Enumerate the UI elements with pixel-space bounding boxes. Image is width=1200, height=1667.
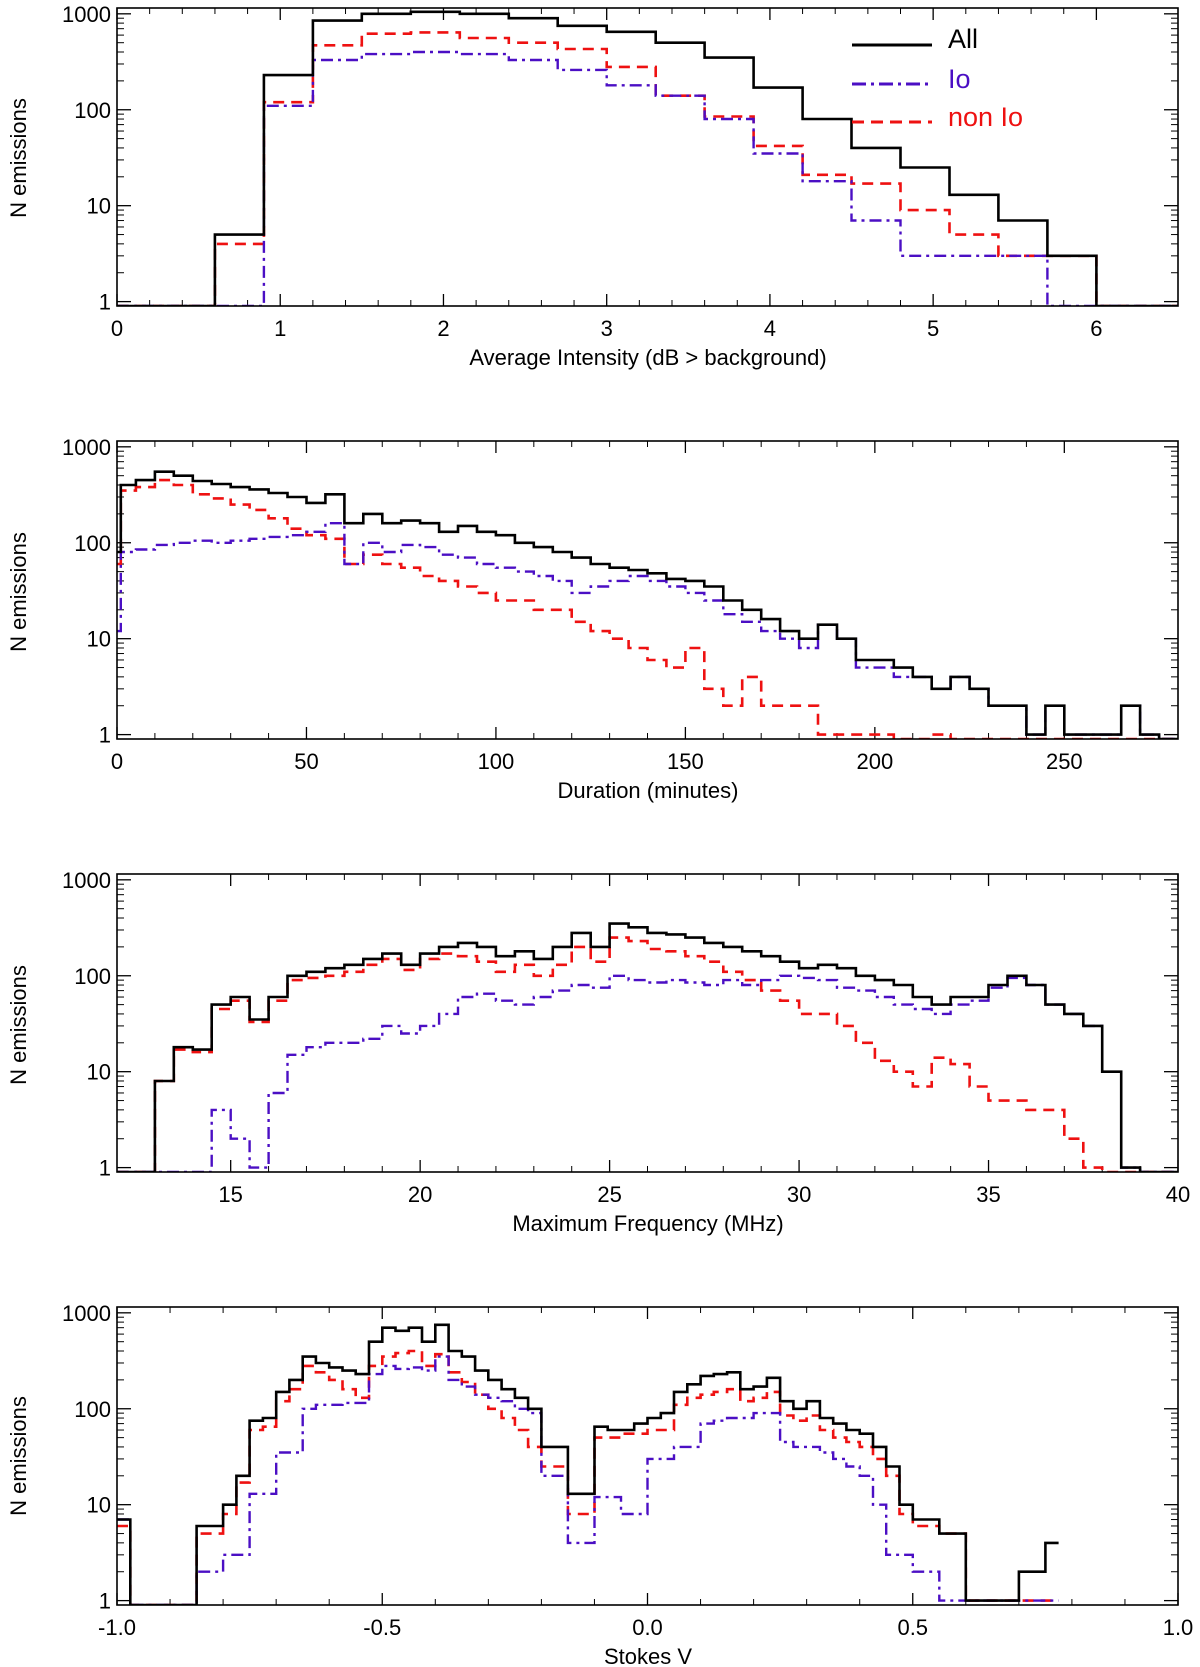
plot-frame [116, 7, 1179, 307]
y-tick-label: 1000 [62, 435, 111, 460]
x-tick-label: 250 [1046, 749, 1083, 774]
series-all-line [117, 922, 1178, 1172]
x-tick-label: 0.0 [632, 1615, 663, 1640]
plot-frame [116, 440, 1179, 740]
x-tick-label: 150 [667, 749, 704, 774]
x-tick-label: 40 [1166, 1182, 1190, 1207]
plot-frame [116, 1306, 1179, 1606]
x-axis-label: Duration (minutes) [558, 778, 739, 803]
legend-label-io: Io [948, 64, 971, 94]
x-tick-label: 2 [437, 316, 449, 341]
plot-frame [116, 873, 1179, 1173]
y-tick-label: 1 [99, 1156, 111, 1181]
y-axis-label: N emissions [6, 965, 31, 1085]
series-all-line [117, 470, 1178, 739]
x-tick-label: 6 [1090, 316, 1102, 341]
y-tick-label: 100 [74, 1397, 111, 1422]
x-tick-label: 0.5 [897, 1615, 928, 1640]
y-tick-label: 1000 [62, 868, 111, 893]
x-tick-label: 35 [976, 1182, 1000, 1207]
x-tick-label: -1.0 [98, 1615, 136, 1640]
x-tick-label: 5 [927, 316, 939, 341]
y-tick-label: 1 [99, 723, 111, 748]
x-tick-label: 0 [111, 316, 123, 341]
y-tick-label: 10 [87, 1493, 111, 1518]
x-tick-label: -0.5 [363, 1615, 401, 1640]
x-tick-label: 3 [601, 316, 613, 341]
legend: All Io non Io [852, 24, 1023, 132]
x-tick-label: 20 [408, 1182, 432, 1207]
y-tick-label: 1000 [62, 2, 111, 27]
series-non-io-line [117, 31, 1178, 306]
x-tick-label: 1 [274, 316, 286, 341]
panel-maximum-frequency: 1 10 100 1000 15 20 25 30 35 40 N emissions Maxim… [6, 868, 1190, 1236]
x-tick-label: 0 [111, 749, 123, 774]
legend-label-non-io: non Io [948, 102, 1023, 132]
series-all-line [117, 1323, 1059, 1605]
y-axis-label: N emissions [6, 1396, 31, 1516]
y-tick-label: 100 [74, 964, 111, 989]
y-tick-label: 100 [74, 531, 111, 556]
series-io-line [117, 974, 1178, 1172]
y-tick-label: 1 [99, 290, 111, 315]
series-io-line [117, 50, 1178, 306]
y-axis-label: N emissions [6, 532, 31, 652]
x-tick-label: 4 [764, 316, 776, 341]
y-tick-label: 1000 [62, 1301, 111, 1326]
panel-duration: 1 10 100 1000 0 50 100 150 200 250 N emissions Du… [6, 435, 1179, 803]
x-tick-label: 25 [597, 1182, 621, 1207]
y-tick-label: 1 [99, 1589, 111, 1614]
series-non-io-line [117, 936, 1178, 1172]
x-tick-label: 30 [787, 1182, 811, 1207]
x-tick-label: 50 [294, 749, 318, 774]
y-tick-label: 10 [87, 1060, 111, 1085]
series-non-io-line [117, 478, 1178, 739]
y-tick-label: 100 [74, 98, 111, 123]
x-tick-label: 1.0 [1163, 1615, 1194, 1640]
series-non-io-line [117, 1349, 1059, 1605]
x-axis-label: Stokes V [604, 1644, 692, 1667]
x-axis-label: Average Intensity (dB > background) [469, 345, 826, 370]
x-tick-label: 100 [478, 749, 515, 774]
series-all-line [117, 10, 1178, 306]
x-tick-label: 200 [856, 749, 893, 774]
y-tick-label: 10 [87, 627, 111, 652]
legend-label-all: All [948, 24, 978, 54]
series-io-line [117, 522, 1178, 739]
x-tick-label: 15 [218, 1182, 242, 1207]
y-axis-label: N emissions [6, 98, 31, 218]
y-tick-label: 10 [87, 194, 111, 219]
series-io-line [117, 1355, 1059, 1605]
x-axis-label: Maximum Frequency (MHz) [512, 1211, 783, 1236]
